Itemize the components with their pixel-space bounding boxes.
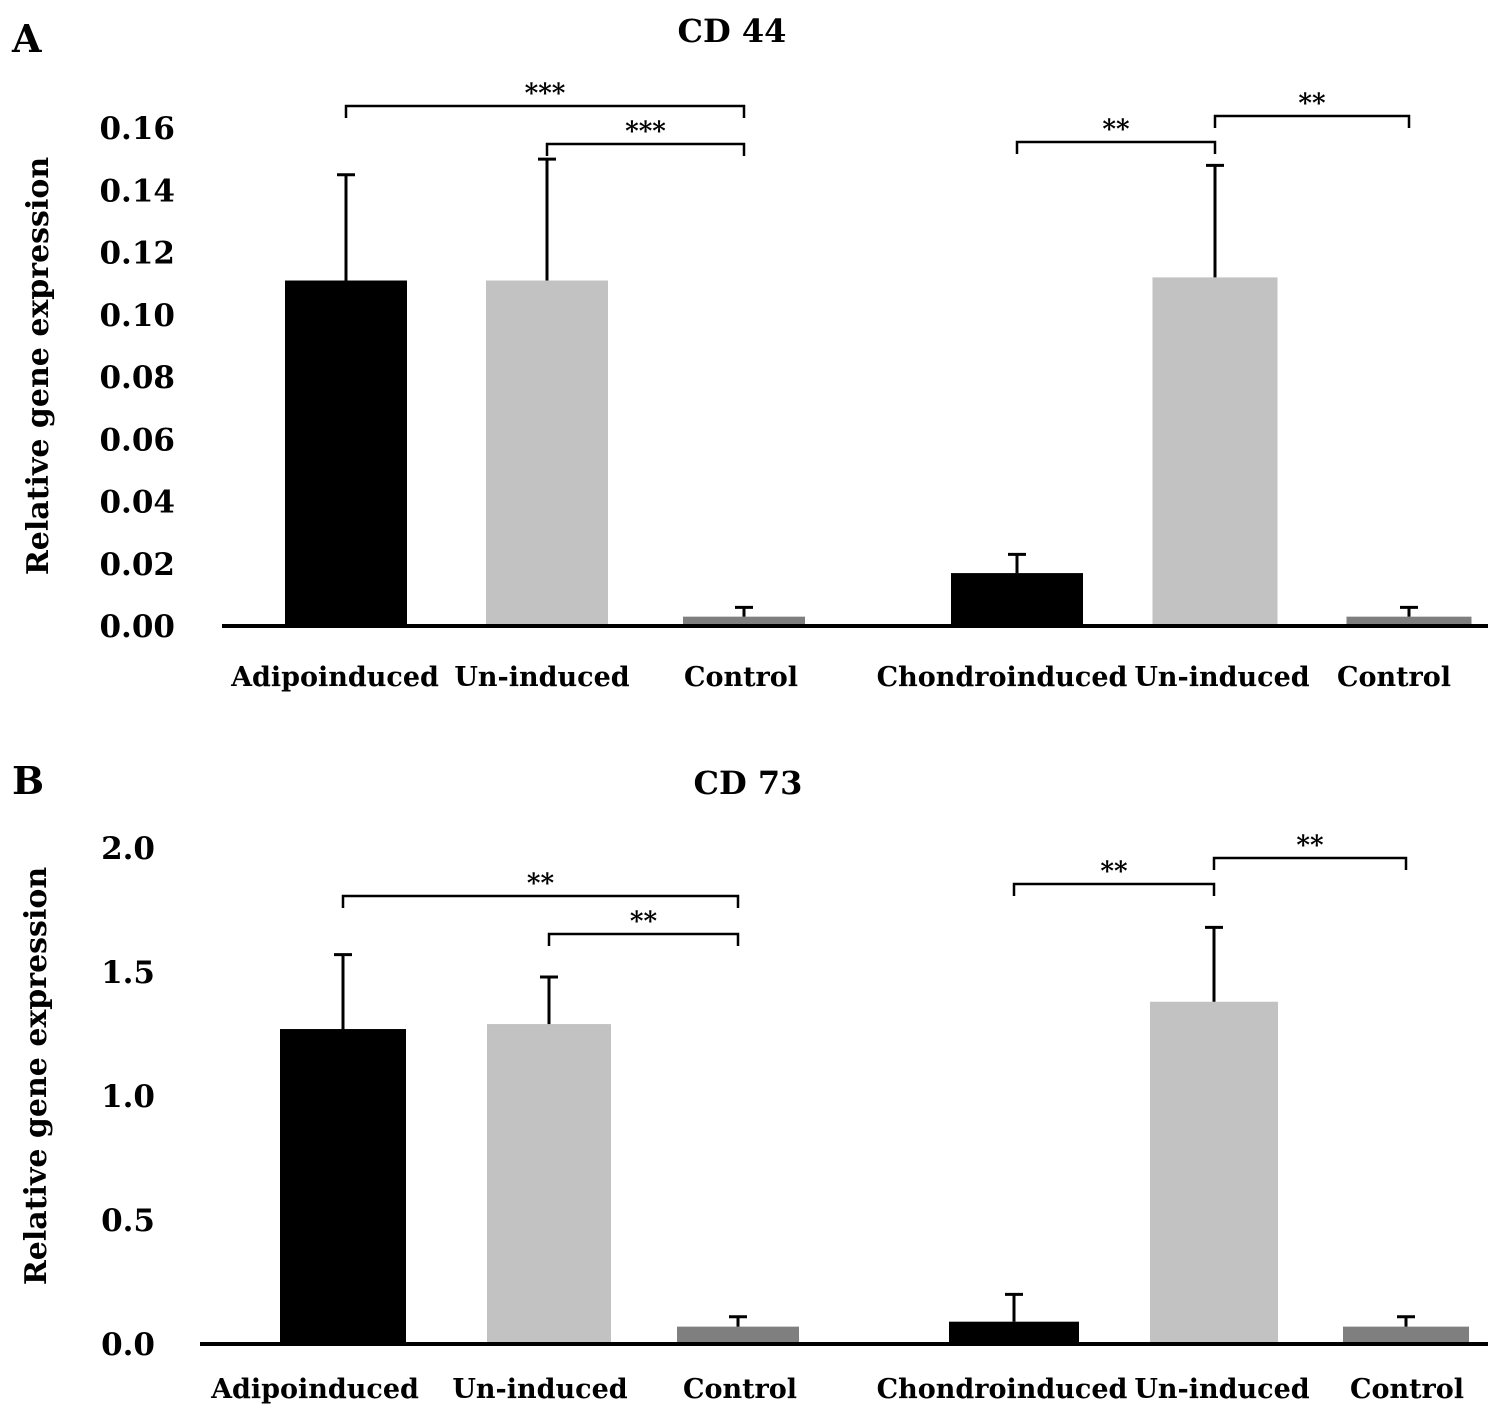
y-tick-label: 0.10 bbox=[99, 298, 175, 334]
bar bbox=[1150, 1001, 1278, 1344]
y-tick-label: 0.0 bbox=[101, 1327, 155, 1363]
x-category-label: Chondroinduced bbox=[877, 1374, 1128, 1405]
chart-panel-a: A CD 44 0.00 0.02 0.04 0.06 0.08 0.10 0.12 0.14 0.… bbox=[11, 12, 1488, 693]
panel-letter: A bbox=[11, 16, 42, 61]
bar bbox=[285, 280, 407, 626]
y-tick-label: 1.5 bbox=[101, 955, 155, 991]
significance-bracket bbox=[545, 142, 746, 156]
significance-bracket bbox=[547, 932, 740, 946]
significance-bracket bbox=[344, 104, 746, 118]
significance-label: ** bbox=[527, 869, 555, 899]
bar bbox=[951, 573, 1083, 626]
chart-title: CD 73 bbox=[694, 764, 803, 802]
x-category-label: Adipoinduced bbox=[230, 662, 439, 693]
bar bbox=[677, 1326, 799, 1344]
y-axis-label: Relative gene expression bbox=[21, 157, 56, 576]
x-category-label: Control bbox=[684, 662, 798, 693]
bar bbox=[949, 1321, 1079, 1344]
x-category-label: Control bbox=[1350, 1374, 1464, 1405]
y-tick-label: 1.0 bbox=[101, 1079, 155, 1115]
y-tick-label: 0.5 bbox=[101, 1203, 155, 1239]
bar bbox=[1346, 616, 1472, 626]
y-tick-label: 2.0 bbox=[101, 831, 155, 867]
significance-label: ** bbox=[1298, 89, 1326, 119]
significance-bracket bbox=[1213, 114, 1411, 128]
bar bbox=[683, 616, 805, 626]
x-category-label: Un-induced bbox=[454, 662, 629, 693]
y-tick-label: 0.12 bbox=[99, 236, 175, 272]
x-category-label: Control bbox=[1337, 662, 1451, 693]
x-category-label: Un-induced bbox=[452, 1374, 627, 1405]
x-category-label: Adipoinduced bbox=[210, 1374, 419, 1405]
significance-bracket bbox=[341, 894, 740, 908]
x-category-label: Un-induced bbox=[1134, 662, 1309, 693]
significance-label: ** bbox=[1102, 115, 1130, 145]
x-category-label: Chondroinduced bbox=[877, 662, 1128, 693]
panel-letter: B bbox=[12, 758, 44, 803]
bar bbox=[486, 280, 608, 626]
y-axis-label: Relative gene expression bbox=[19, 867, 54, 1286]
bar bbox=[1343, 1326, 1469, 1344]
chart-panel-b: B CD 73 0.0 0.5 1.0 1.5 2.0 Relative gene expre… bbox=[12, 758, 1488, 1405]
y-tick-label: 0.14 bbox=[99, 173, 175, 209]
significance-label: *** bbox=[525, 79, 566, 109]
y-tick-label: 0.00 bbox=[99, 609, 175, 645]
y-tick-label: 0.16 bbox=[99, 111, 175, 147]
significance-label: ** bbox=[1100, 857, 1128, 887]
significance-bracket bbox=[1015, 140, 1217, 154]
y-tick-label: 0.02 bbox=[99, 547, 175, 583]
bar bbox=[1152, 277, 1278, 626]
significance-bracket bbox=[1012, 882, 1216, 896]
y-tick-label: 0.04 bbox=[99, 485, 175, 521]
chart-title: CD 44 bbox=[678, 12, 787, 50]
bar bbox=[280, 1029, 406, 1344]
y-tick-label: 0.06 bbox=[99, 422, 175, 458]
x-category-label: Control bbox=[683, 1374, 797, 1405]
significance-label: *** bbox=[625, 117, 666, 147]
significance-label: ** bbox=[1296, 831, 1324, 861]
significance-label: ** bbox=[630, 907, 658, 937]
significance-bracket bbox=[1212, 856, 1408, 870]
bar bbox=[487, 1024, 611, 1344]
y-tick-label: 0.08 bbox=[99, 360, 175, 396]
x-category-label: Un-induced bbox=[1134, 1374, 1309, 1405]
